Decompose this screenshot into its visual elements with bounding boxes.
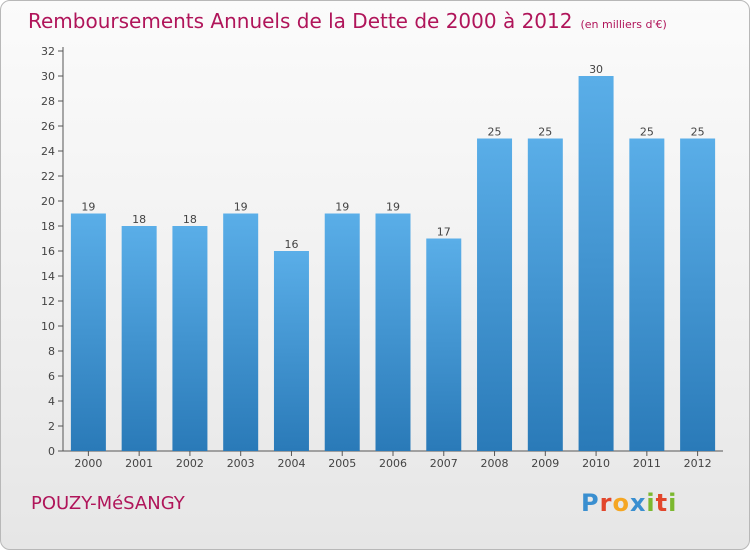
chart-unit-label: (en milliers d'€): [580, 18, 667, 31]
y-tick-label: 28: [41, 95, 55, 108]
chart-labels: 2000 19 2001 18 2002 18 2003 19 2004 16 2005 19 2006…: [74, 63, 711, 470]
bar: [375, 213, 411, 451]
x-tick-label: 2007: [430, 457, 458, 470]
logo-letter: P: [581, 489, 600, 517]
y-tick-label: 14: [41, 270, 55, 283]
x-tick-label: 2005: [328, 457, 356, 470]
y-tick-label: 32: [41, 45, 55, 58]
bar-value-label: 30: [589, 63, 603, 76]
y-tick-label: 22: [41, 170, 55, 183]
x-tick-label: 2000: [74, 457, 102, 470]
chart-title-text: Remboursements Annuels de la Dette de 20…: [28, 9, 573, 33]
y-tick-label: 18: [41, 220, 55, 233]
bar: [527, 138, 563, 451]
y-tick-label: 0: [48, 445, 55, 458]
bar-value-label: 25: [488, 126, 502, 139]
chart-title: Remboursements Annuels de la Dette de 20…: [28, 9, 667, 33]
logo-letter: x: [629, 489, 647, 517]
x-tick-label: 2011: [633, 457, 661, 470]
bar: [121, 226, 157, 451]
bar-value-label: 19: [386, 201, 400, 214]
proxiti-logo: Proxiti: [581, 489, 677, 517]
bar-value-label: 16: [284, 238, 298, 251]
x-tick-label: 2001: [125, 457, 153, 470]
y-tick-label: 8: [48, 345, 55, 358]
logo-letter: r: [599, 489, 613, 517]
bar-value-label: 18: [132, 213, 146, 226]
bar: [70, 213, 106, 451]
x-tick-label: 2002: [176, 457, 204, 470]
y-tick-label: 2: [48, 420, 55, 433]
bar: [629, 138, 665, 451]
bar-value-label: 19: [234, 201, 248, 214]
bar: [273, 251, 309, 451]
bar: [578, 76, 614, 451]
bar-value-label: 19: [335, 201, 349, 214]
bar-value-label: 19: [81, 201, 95, 214]
chart-bars: [70, 76, 716, 451]
x-tick-label: 2009: [531, 457, 559, 470]
bar: [477, 138, 513, 451]
bar-value-label: 18: [183, 213, 197, 226]
y-tick-label: 4: [48, 395, 55, 408]
logo-letter: i: [646, 489, 656, 517]
x-tick-label: 2006: [379, 457, 407, 470]
bar: [680, 138, 716, 451]
logo-letter: o: [612, 489, 630, 517]
bar-value-label: 25: [538, 126, 552, 139]
x-tick-label: 2012: [684, 457, 712, 470]
bar-value-label: 17: [437, 226, 451, 239]
y-tick-label: 6: [48, 370, 55, 383]
bar: [426, 238, 462, 451]
y-tick-label: 26: [41, 120, 55, 133]
x-tick-label: 2003: [227, 457, 255, 470]
bar: [223, 213, 259, 451]
city-name: POUZY-MéSANGY: [31, 493, 185, 514]
x-tick-label: 2008: [481, 457, 509, 470]
bar: [172, 226, 208, 451]
y-tick-label: 10: [41, 320, 55, 333]
logo-letter: i: [668, 489, 678, 517]
logo-letter: t: [655, 489, 669, 517]
y-tick-label: 30: [41, 70, 55, 83]
bar-value-label: 25: [691, 126, 705, 139]
y-tick-label: 24: [41, 145, 55, 158]
bar-value-label: 25: [640, 126, 654, 139]
y-tick-label: 16: [41, 245, 55, 258]
x-tick-label: 2010: [582, 457, 610, 470]
bar: [324, 213, 360, 451]
y-tick-label: 20: [41, 195, 55, 208]
y-tick-label: 12: [41, 295, 55, 308]
x-tick-label: 2004: [277, 457, 305, 470]
